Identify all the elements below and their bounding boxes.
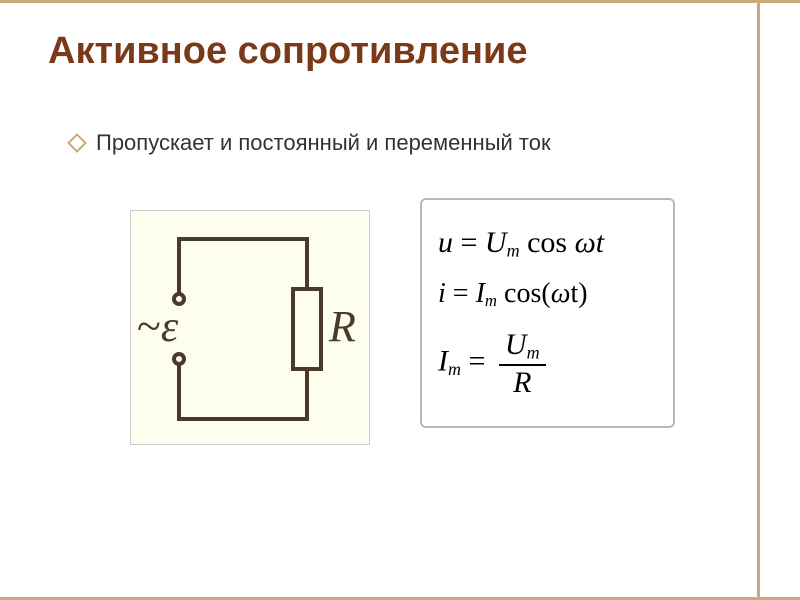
- formula-voltage: u = Um cos ωt: [438, 226, 657, 262]
- decor-top-line: [0, 0, 800, 3]
- bullet-text: Пропускает и постоянный и переменный ток: [96, 130, 551, 156]
- formula-panel: u = Um cos ωt i = Im cos(ωt) Im = UmR: [420, 198, 675, 428]
- tilde-symbol: ~: [137, 302, 161, 351]
- resistance-label: R: [329, 301, 356, 352]
- circuit-diagram: ~ε R: [130, 210, 370, 445]
- resistor-icon: [293, 289, 321, 369]
- bullet-item: Пропускает и постоянный и переменный ток: [70, 130, 551, 156]
- wire-bottom: [179, 359, 307, 419]
- terminal-bottom-icon: [174, 354, 184, 364]
- fraction: UmR: [499, 328, 546, 400]
- decor-vertical-line: [757, 0, 760, 600]
- bullet-marker-icon: [67, 133, 87, 153]
- page-title: Активное сопротивление: [48, 30, 527, 73]
- emf-label: ~ε: [137, 301, 178, 352]
- epsilon-symbol: ε: [161, 302, 178, 351]
- formula-current: i = Im cos(ωt): [438, 278, 657, 311]
- formula-amplitude: Im = UmR: [438, 328, 657, 400]
- wire-top: [179, 239, 307, 299]
